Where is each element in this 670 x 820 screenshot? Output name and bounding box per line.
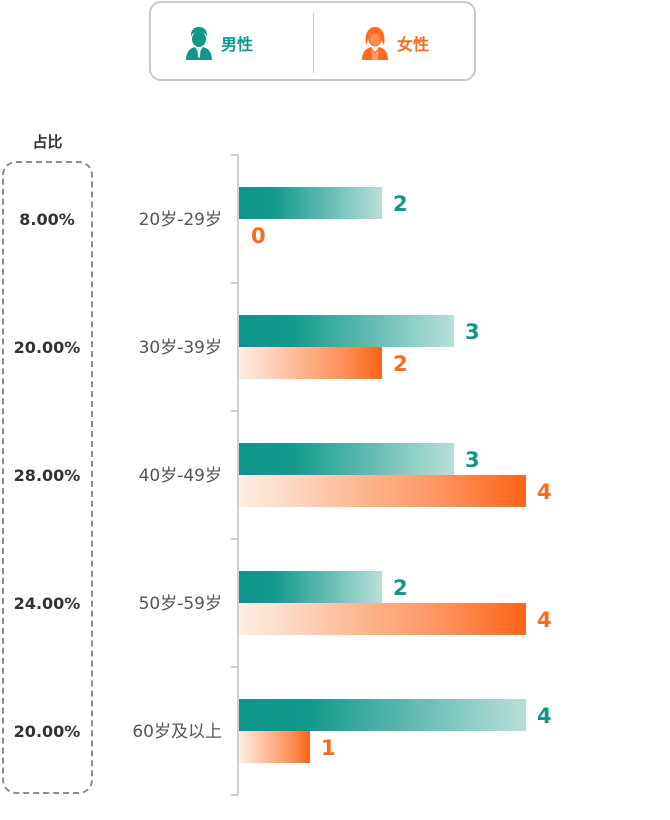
legend: 男性 女性 <box>149 1 476 81</box>
share-column <box>2 161 93 794</box>
bar-male[interactable] <box>239 571 382 603</box>
legend-label-male: 男性 <box>221 35 254 54</box>
legend-item-female[interactable]: 女性 <box>359 25 429 61</box>
share-value: 20.00% <box>14 722 81 741</box>
bar-female[interactable] <box>239 347 382 379</box>
category-label: 40岁-49岁 <box>139 466 222 486</box>
male-user-icon <box>186 27 212 60</box>
share-value: 20.00% <box>14 338 81 357</box>
category-label: 50岁-59岁 <box>139 594 222 614</box>
bar-female[interactable] <box>239 603 526 635</box>
category-label: 20岁-29岁 <box>139 210 222 230</box>
data-label-male: 2 <box>393 576 408 600</box>
share-header: 占比 <box>32 133 63 151</box>
category-label: 30岁-39岁 <box>139 338 222 358</box>
data-label-male: 3 <box>465 448 480 472</box>
share-value: 8.00% <box>19 210 75 229</box>
data-label-female: 1 <box>321 736 336 760</box>
share-value: 24.00% <box>14 594 81 613</box>
data-label-female: 4 <box>537 608 552 632</box>
legend-item-male[interactable]: 男性 <box>183 25 253 61</box>
bar-female[interactable] <box>239 731 310 763</box>
data-label-male: 3 <box>465 320 480 344</box>
bar-female[interactable] <box>239 475 526 507</box>
share-value: 28.00% <box>14 466 81 485</box>
data-label-female: 0 <box>251 224 266 248</box>
data-label-female: 2 <box>393 352 408 376</box>
bar-male[interactable] <box>239 315 454 347</box>
legend-label-female: 女性 <box>397 35 430 54</box>
data-label-male: 2 <box>393 192 408 216</box>
data-label-female: 4 <box>537 480 552 504</box>
bar-male[interactable] <box>239 699 526 731</box>
data-label-male: 4 <box>537 704 552 728</box>
female-user-icon <box>362 27 388 60</box>
bar-male[interactable] <box>239 187 382 219</box>
bar-male[interactable] <box>239 443 454 475</box>
category-label: 60岁及以上 <box>132 722 222 742</box>
legend-divider <box>313 13 314 73</box>
